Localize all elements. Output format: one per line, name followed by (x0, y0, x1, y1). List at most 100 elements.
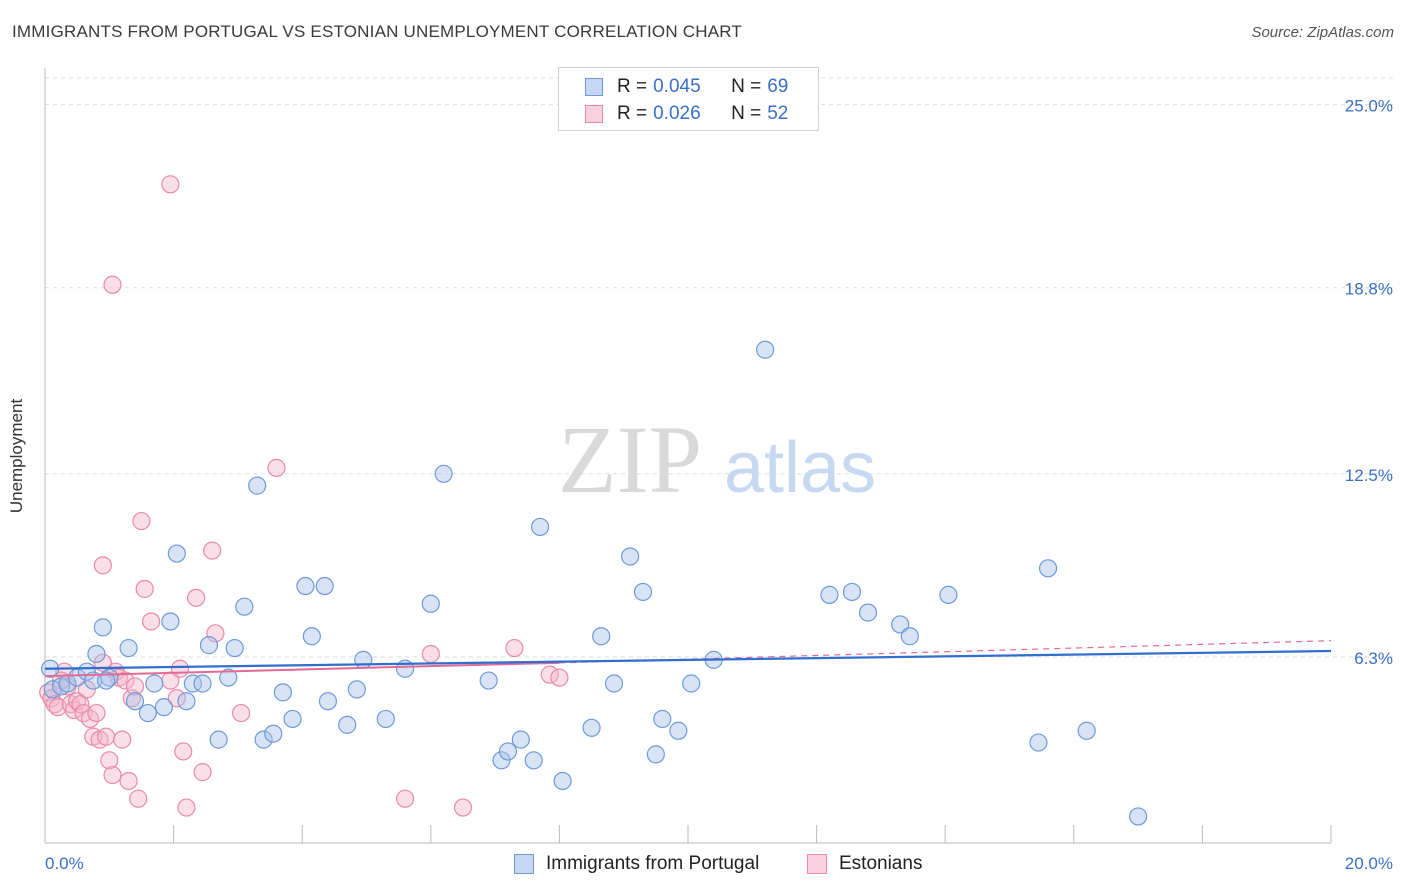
portugal-point (248, 476, 267, 495)
portugal-point (225, 638, 244, 658)
portugal-point (96, 671, 116, 690)
correlation-legend: R = 0.045 N = 69 R = 0.026 N = 52 (558, 67, 819, 131)
estonians-point (103, 765, 122, 785)
estonians-point (96, 727, 116, 746)
portugal-point (376, 709, 395, 729)
portugal-point (273, 683, 293, 702)
watermark-zip: ZIP (558, 406, 702, 513)
estonians-point (193, 763, 212, 782)
estonians-point (119, 771, 138, 791)
portugal-point (283, 709, 302, 729)
estonians-point (187, 588, 206, 607)
axes (44, 68, 1332, 844)
portugal-point (511, 730, 530, 749)
estonians-point (453, 798, 473, 817)
portugal-point (1128, 807, 1148, 826)
bottom-legend-swatch-blue (514, 854, 534, 874)
portugal-point (820, 585, 839, 604)
estonians-points (39, 175, 569, 817)
portugal-point (183, 674, 202, 693)
portugal-point (93, 618, 112, 637)
estonians-point (87, 703, 106, 723)
portugal-point (138, 703, 157, 723)
legend-n-value: 52 (767, 103, 789, 124)
legend-n-value: 69 (767, 76, 789, 97)
portugal-point (264, 724, 283, 743)
y-tick-label: 25.0% (1345, 97, 1393, 116)
legend-n-label: N = (731, 103, 762, 124)
portugal-point (842, 582, 862, 602)
estonians-point (505, 638, 524, 658)
portugal-point (1077, 721, 1096, 740)
estonians-point (103, 275, 122, 294)
chart-title: IMMIGRANTS FROM PORTUGAL VS ESTONIAN UNE… (12, 22, 743, 41)
portugal-point (592, 627, 611, 646)
portugal-point (479, 671, 498, 690)
portugal-point (653, 709, 672, 729)
portugal-point (219, 668, 238, 687)
estonians-trend-line (44, 661, 560, 678)
portugal-point (315, 576, 334, 596)
portugal-point (900, 627, 919, 646)
portugal-point (939, 585, 958, 604)
portugal-point (145, 674, 164, 693)
tick-labels: 6.3% 12.5% 18.8% 25.0% 0.0% 20.0% (45, 97, 1393, 873)
bottom-legend-estonians: Estonians (807, 852, 922, 876)
estonians-point (129, 789, 148, 808)
estonians-point (550, 668, 569, 687)
legend-swatch-blue (585, 78, 603, 96)
bottom-legend-swatch-pink (807, 854, 827, 874)
x-tick-label-min: 0.0% (45, 854, 84, 873)
portugal-point (100, 668, 119, 687)
portugal-point (646, 745, 665, 764)
estonians-point (161, 175, 180, 194)
estonians-point (267, 458, 286, 477)
legend-r-value: 0.026 (653, 103, 701, 124)
portugal-point (434, 464, 453, 483)
portugal-point (1029, 733, 1048, 752)
legend-r-label: R = (617, 103, 648, 124)
bottom-legend-label-estonians: Estonians (839, 853, 923, 874)
portugal-point (531, 517, 550, 537)
portugal-point (161, 612, 180, 631)
estonians-point (421, 644, 440, 664)
portugal-point (235, 597, 254, 616)
x-tick-label-max: 20.0% (1345, 854, 1393, 873)
portugal-point (354, 650, 373, 669)
estonians-point (135, 579, 154, 599)
portugal-point (524, 751, 543, 770)
legend-row-estonians: R = 0.026 N = 52 (585, 103, 788, 125)
estonians-point (395, 789, 415, 808)
portugal-point (209, 730, 228, 749)
portugal-point (119, 638, 138, 658)
portugal-point (669, 721, 688, 740)
portugal-point (347, 680, 366, 699)
portugal-point (154, 698, 174, 717)
bottom-legend-label-portugal: Immigrants from Portugal (546, 853, 760, 874)
y-tick-label: 12.5% (1345, 466, 1393, 485)
estonians-point (100, 751, 119, 770)
estonians-point (93, 556, 112, 575)
portugal-point (553, 771, 572, 791)
trend-lines (44, 640, 1332, 678)
estonians-point (113, 730, 132, 749)
portugal-point (125, 692, 145, 711)
portugal-point (318, 692, 338, 711)
y-tick-label: 18.8% (1345, 280, 1393, 299)
portugal-point (199, 636, 219, 655)
portugal-point (177, 692, 196, 711)
portugal-point (498, 742, 518, 761)
estonians-point (141, 612, 161, 631)
source-label: Source: ZipAtlas.com (1251, 24, 1394, 41)
portugal-point (858, 603, 878, 622)
portugal-point (756, 340, 775, 359)
legend-r-label: R = (617, 76, 648, 97)
estonians-point (177, 798, 196, 817)
portugal-point (891, 615, 910, 634)
legend-r-value: 0.045 (653, 76, 701, 97)
estonians-point (132, 511, 151, 531)
portugal-point (254, 730, 273, 749)
portugal-point (682, 674, 701, 693)
portugal-point (167, 544, 186, 563)
estonians-point (232, 703, 251, 723)
